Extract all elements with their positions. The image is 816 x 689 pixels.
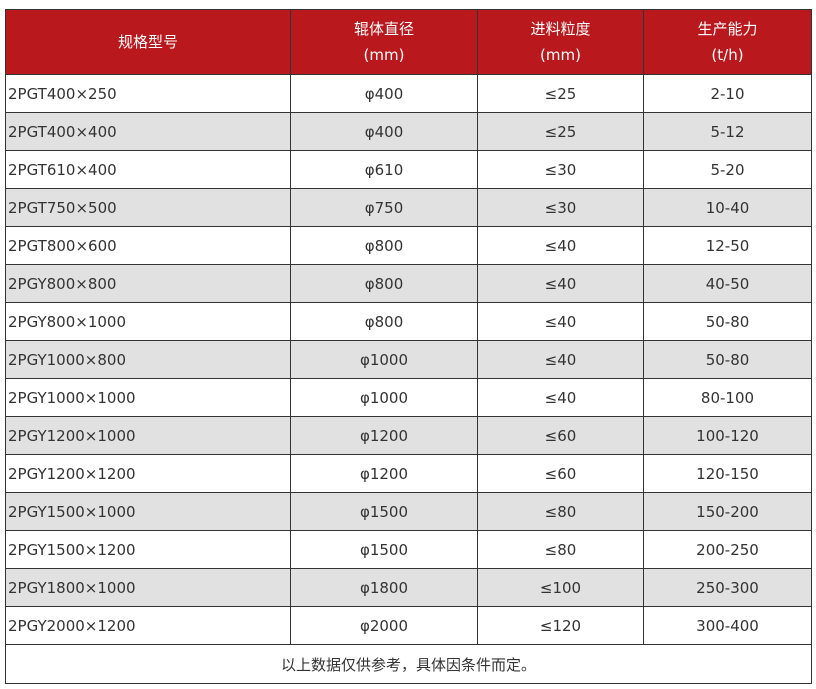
cell-model: 2PGY1500×1200 bbox=[5, 530, 291, 569]
cell-feed-size: ≤25 bbox=[477, 112, 644, 151]
table-row: 2PGT400×250 φ400 ≤25 2-10 bbox=[5, 74, 812, 113]
cell-roller-diameter: φ800 bbox=[290, 302, 478, 341]
table-row: 2PGT610×400 φ610 ≤30 5-20 bbox=[5, 150, 812, 189]
cell-model: 2PGT400×400 bbox=[5, 112, 291, 151]
cell-feed-size: ≤30 bbox=[477, 150, 644, 189]
cell-feed-size: ≤40 bbox=[477, 302, 644, 341]
table-row: 2PGT800×600 φ800 ≤40 12-50 bbox=[5, 226, 812, 265]
table-row: 2PGY800×800 φ800 ≤40 40-50 bbox=[5, 264, 812, 303]
cell-feed-size: ≤40 bbox=[477, 226, 644, 265]
cell-model: 2PGY1800×1000 bbox=[5, 568, 291, 607]
table-row: 2PGY1000×1000 φ1000 ≤40 80-100 bbox=[5, 378, 812, 417]
cell-capacity: 150-200 bbox=[643, 492, 812, 531]
table-row: 2PGY1800×1000 φ1800 ≤100 250-300 bbox=[5, 568, 812, 607]
spec-table: 规格型号 辊体直径 (mm) 进料粒度 (mm) 生产能力 (t/h) 2PGT400… bbox=[5, 9, 812, 684]
cell-roller-diameter: φ1500 bbox=[290, 530, 478, 569]
cell-feed-size: ≤120 bbox=[477, 606, 644, 645]
cell-model: 2PGY800×1000 bbox=[5, 302, 291, 341]
table-row: 2PGY1500×1200 φ1500 ≤80 200-250 bbox=[5, 530, 812, 569]
cell-roller-diameter: φ1800 bbox=[290, 568, 478, 607]
cell-feed-size: ≤80 bbox=[477, 530, 644, 569]
cell-feed-size: ≤30 bbox=[477, 188, 644, 227]
cell-model: 2PGY1000×1000 bbox=[5, 378, 291, 417]
cell-model: 2PGY1200×1200 bbox=[5, 454, 291, 493]
cell-feed-size: ≤60 bbox=[477, 416, 644, 455]
cell-model: 2PGY1500×1000 bbox=[5, 492, 291, 531]
cell-capacity: 200-250 bbox=[643, 530, 812, 569]
cell-feed-size: ≤80 bbox=[477, 492, 644, 531]
table-row: 2PGT400×400 φ400 ≤25 5-12 bbox=[5, 112, 812, 151]
cell-capacity: 50-80 bbox=[643, 302, 812, 341]
header-roller-diameter: 辊体直径 (mm) bbox=[290, 9, 478, 75]
cell-capacity: 50-80 bbox=[643, 340, 812, 379]
table-row: 2PGT750×500 φ750 ≤30 10-40 bbox=[5, 188, 812, 227]
cell-roller-diameter: φ610 bbox=[290, 150, 478, 189]
cell-roller-diameter: φ400 bbox=[290, 74, 478, 113]
cell-model: 2PGT800×600 bbox=[5, 226, 291, 265]
table-row: 2PGY2000×1200 φ2000 ≤120 300-400 bbox=[5, 606, 812, 645]
table-row: 2PGY800×1000 φ800 ≤40 50-80 bbox=[5, 302, 812, 341]
cell-feed-size: ≤60 bbox=[477, 454, 644, 493]
cell-roller-diameter: φ1000 bbox=[290, 378, 478, 417]
cell-roller-diameter: φ400 bbox=[290, 112, 478, 151]
cell-capacity: 5-20 bbox=[643, 150, 812, 189]
cell-feed-size: ≤40 bbox=[477, 264, 644, 303]
header-model: 规格型号 bbox=[5, 9, 291, 75]
note: 以上数据仅供参考，具体因条件而定。 bbox=[5, 644, 812, 684]
cell-roller-diameter: φ800 bbox=[290, 226, 478, 265]
cell-roller-diameter: φ1200 bbox=[290, 416, 478, 455]
cell-model: 2PGT400×250 bbox=[5, 74, 291, 113]
header-row: 规格型号 辊体直径 (mm) 进料粒度 (mm) 生产能力 (t/h) bbox=[5, 9, 812, 75]
cell-capacity: 250-300 bbox=[643, 568, 812, 607]
header-feed-size: 进料粒度 (mm) bbox=[477, 9, 644, 75]
cell-capacity: 300-400 bbox=[643, 606, 812, 645]
cell-feed-size: ≤40 bbox=[477, 378, 644, 417]
cell-capacity: 80-100 bbox=[643, 378, 812, 417]
cell-model: 2PGY800×800 bbox=[5, 264, 291, 303]
cell-roller-diameter: φ2000 bbox=[290, 606, 478, 645]
note-row: 以上数据仅供参考，具体因条件而定。 bbox=[5, 644, 812, 684]
cell-feed-size: ≤25 bbox=[477, 74, 644, 113]
table-row: 2PGY1000×800 φ1000 ≤40 50-80 bbox=[5, 340, 812, 379]
header-capacity: 生产能力 (t/h) bbox=[643, 9, 812, 75]
table-row: 2PGY1500×1000 φ1500 ≤80 150-200 bbox=[5, 492, 812, 531]
cell-capacity: 40-50 bbox=[643, 264, 812, 303]
cell-capacity: 10-40 bbox=[643, 188, 812, 227]
table-row: 2PGY1200×1000 φ1200 ≤60 100-120 bbox=[5, 416, 812, 455]
cell-capacity: 5-12 bbox=[643, 112, 812, 151]
cell-feed-size: ≤40 bbox=[477, 340, 644, 379]
cell-capacity: 120-150 bbox=[643, 454, 812, 493]
cell-roller-diameter: φ750 bbox=[290, 188, 478, 227]
cell-roller-diameter: φ1500 bbox=[290, 492, 478, 531]
cell-model: 2PGY1200×1000 bbox=[5, 416, 291, 455]
cell-feed-size: ≤100 bbox=[477, 568, 644, 607]
table-row: 2PGY1200×1200 φ1200 ≤60 120-150 bbox=[5, 454, 812, 493]
cell-model: 2PGT610×400 bbox=[5, 150, 291, 189]
cell-capacity: 2-10 bbox=[643, 74, 812, 113]
cell-model: 2PGY2000×1200 bbox=[5, 606, 291, 645]
cell-model: 2PGT750×500 bbox=[5, 188, 291, 227]
cell-capacity: 12-50 bbox=[643, 226, 812, 265]
cell-roller-diameter: φ800 bbox=[290, 264, 478, 303]
cell-roller-diameter: φ1200 bbox=[290, 454, 478, 493]
cell-roller-diameter: φ1000 bbox=[290, 340, 478, 379]
cell-model: 2PGY1000×800 bbox=[5, 340, 291, 379]
cell-capacity: 100-120 bbox=[643, 416, 812, 455]
